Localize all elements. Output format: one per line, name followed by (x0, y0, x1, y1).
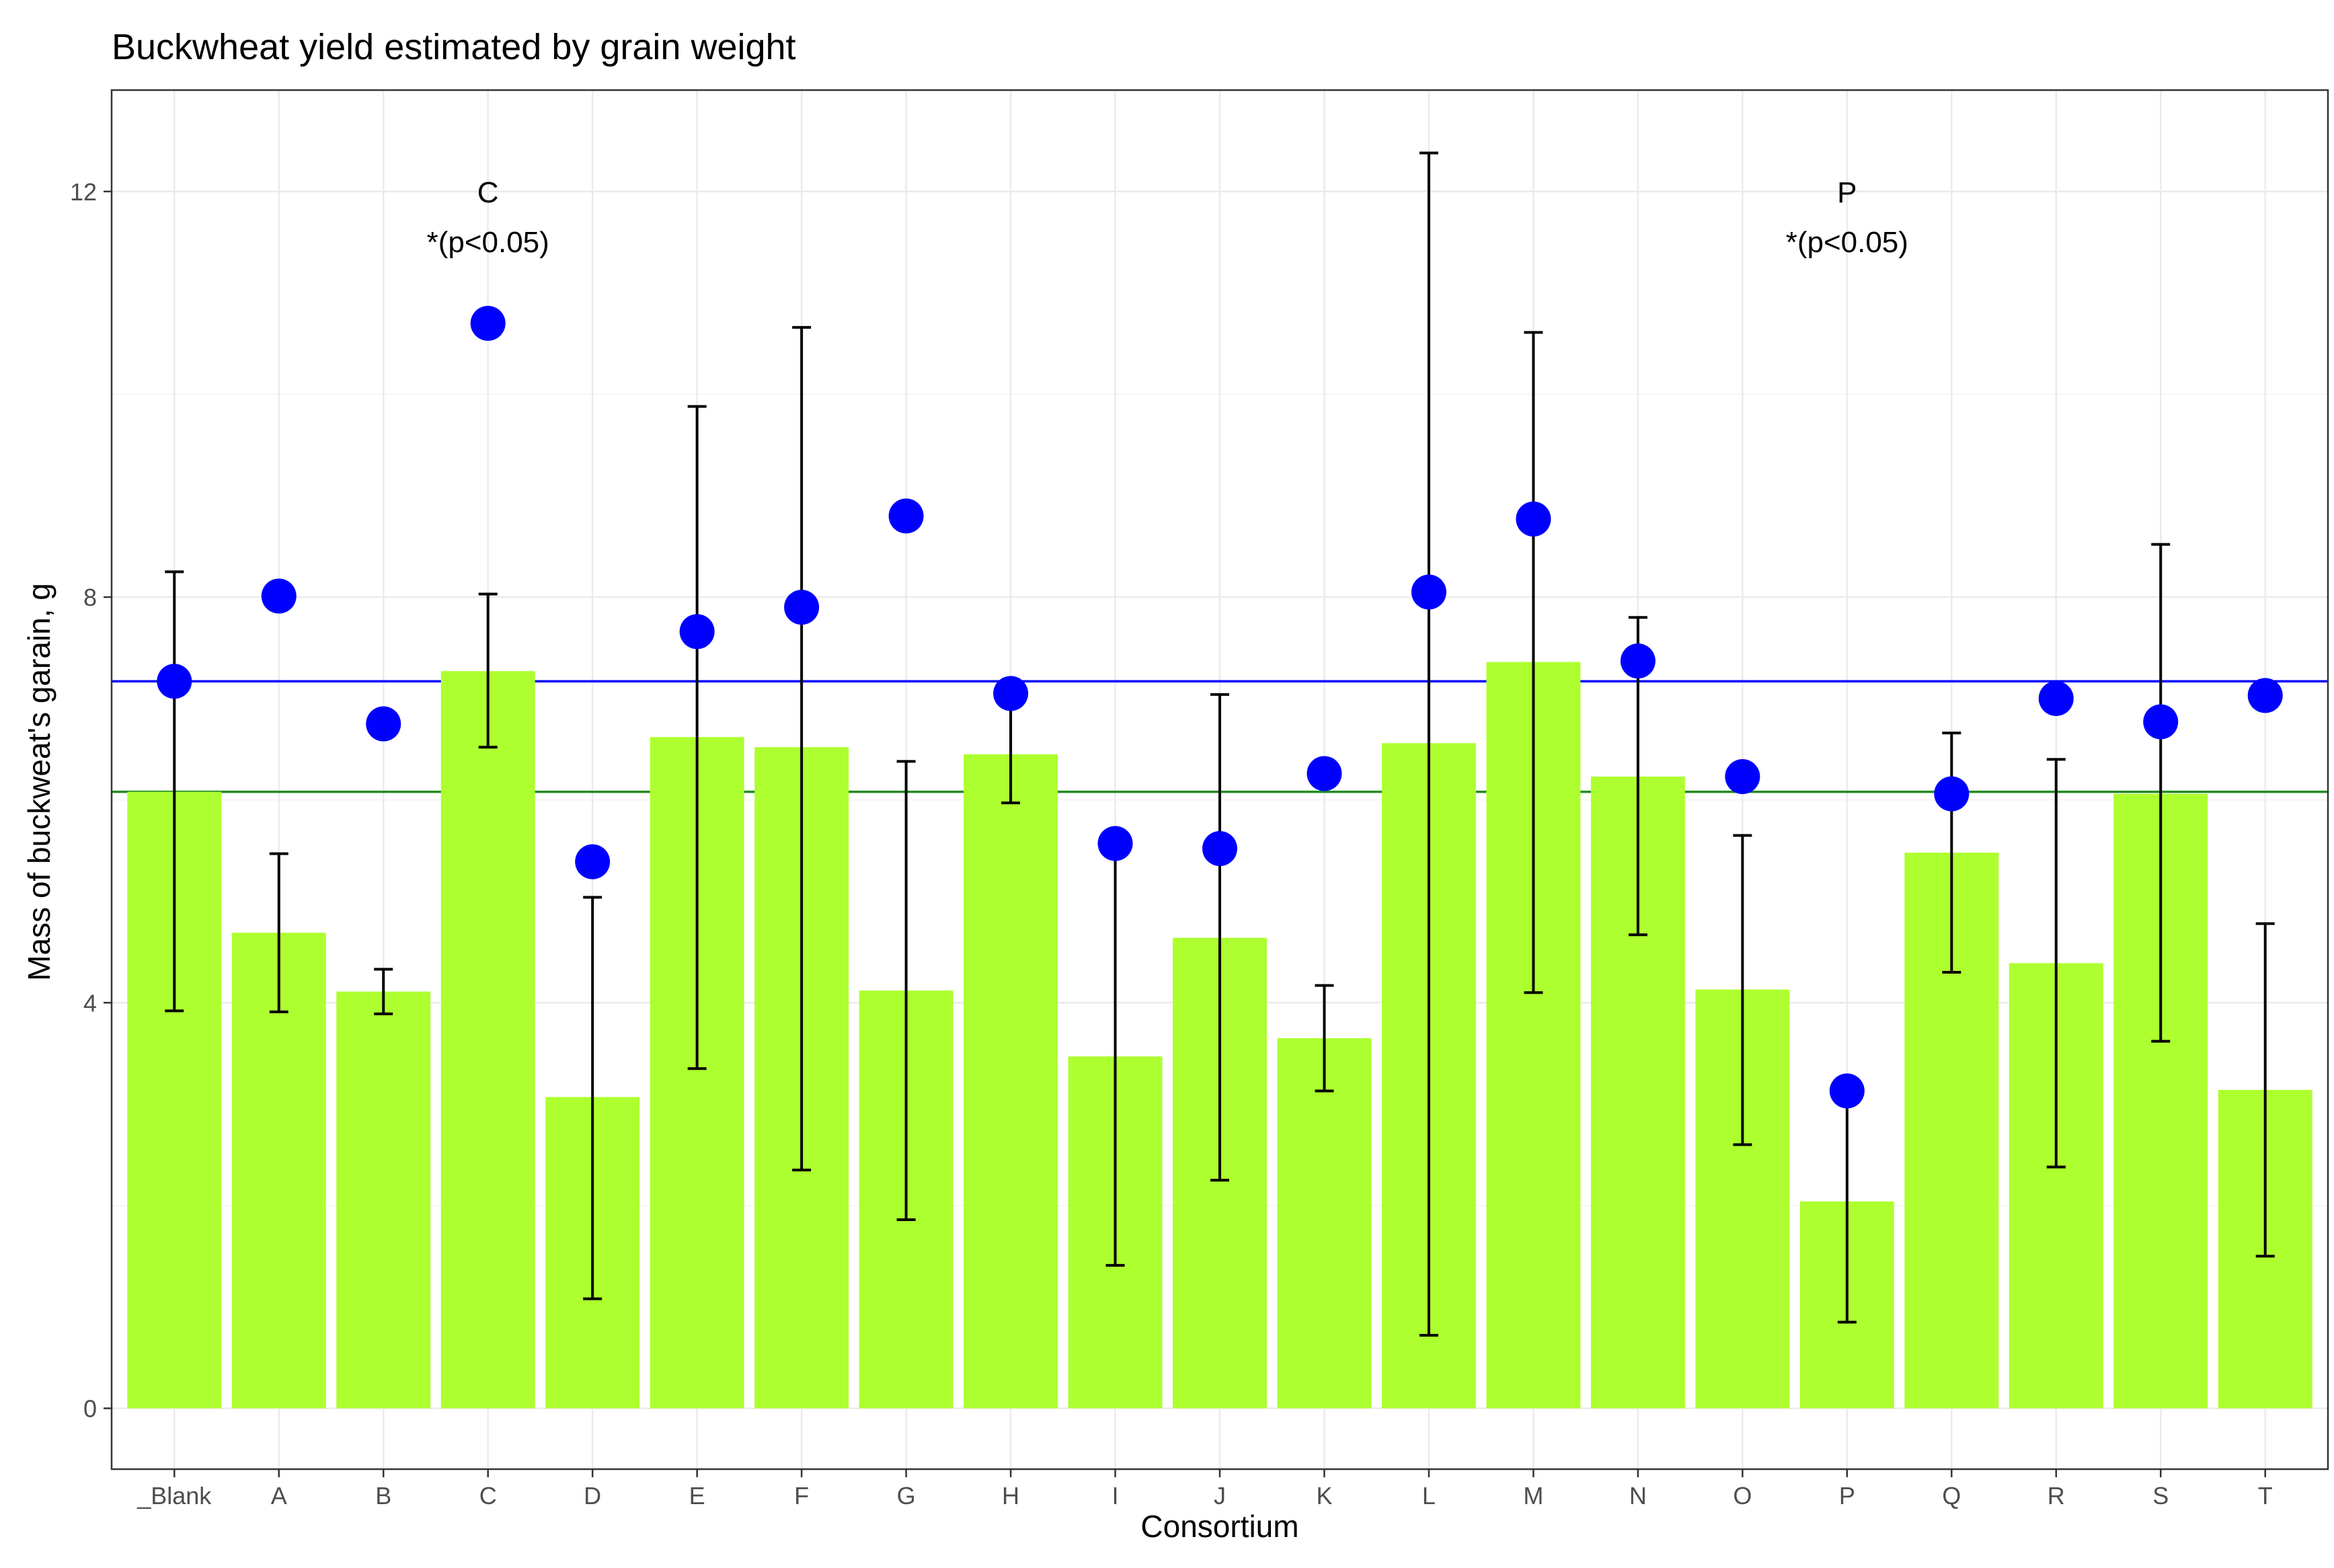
point-F (784, 590, 820, 625)
error-bar-_Blank (165, 570, 184, 1013)
point-_Blank (157, 664, 192, 699)
error-bar-F (792, 325, 812, 1172)
point-B (366, 706, 401, 742)
error-bar-E (687, 405, 707, 1070)
y-tick-label: 0 (83, 1395, 97, 1423)
point-P (1829, 1073, 1865, 1109)
x-tick-label: K (1316, 1482, 1332, 1510)
error-bar-A (269, 852, 288, 1013)
bar-C (440, 671, 535, 1409)
x-tick-label: D (584, 1482, 601, 1510)
x-tick-label: I (1112, 1482, 1119, 1510)
x-tick-label: F (794, 1482, 809, 1510)
error-bar-C (478, 592, 498, 749)
y-tick-label: 8 (83, 584, 97, 611)
x-tick-label: J (1214, 1482, 1226, 1510)
x-tick-label: O (1733, 1482, 1752, 1510)
x-tick-label: M (1523, 1482, 1543, 1510)
x-tick-label: E (689, 1482, 705, 1510)
error-bar-O (1733, 834, 1752, 1146)
error-bar-J (1210, 693, 1229, 1182)
point-J (1202, 831, 1237, 867)
error-bar-B (374, 968, 393, 1015)
point-A (261, 578, 297, 614)
point-series (157, 305, 2283, 1109)
point-L (1411, 574, 1446, 610)
annotation-significance: *(p<0.05) (1786, 226, 1908, 259)
point-I (1097, 826, 1133, 861)
point-T (2247, 678, 2283, 713)
point-C (470, 305, 506, 341)
annotation-label: C (477, 176, 499, 209)
annotation-significance: *(p<0.05) (427, 226, 549, 259)
error-bar-K (1315, 984, 1334, 1093)
point-H (993, 676, 1029, 711)
point-M (1516, 501, 1551, 537)
x-tick-label: R (2048, 1482, 2065, 1510)
point-Q (1934, 776, 1970, 812)
x-tick-label: A (271, 1482, 287, 1510)
bar-B (336, 991, 431, 1409)
error-bar-series (165, 151, 2275, 1337)
x-tick-label: P (1839, 1482, 1855, 1510)
x-tick-label: G (897, 1482, 916, 1510)
point-N (1620, 643, 1656, 679)
x-tick-label: S (2152, 1482, 2169, 1510)
point-E (679, 614, 715, 650)
x-tick-label: Q (1942, 1482, 1961, 1510)
y-tick-label: 12 (70, 178, 97, 206)
error-bar-L (1419, 151, 1438, 1337)
x-axis-title: Consortium (1140, 1509, 1298, 1544)
y-tick-label: 4 (83, 989, 97, 1017)
x-tick-label: C (479, 1482, 497, 1510)
point-R (2038, 680, 2074, 716)
significance-annotations: C *(p<0.05) P *(p<0.05) (427, 176, 1908, 259)
error-bar-S (2151, 543, 2171, 1043)
point-K (1307, 756, 1342, 791)
point-S (2143, 704, 2179, 740)
y-axis: 0 4 8 12 (70, 178, 112, 1423)
bar-H (964, 754, 1058, 1409)
x-tick-label: B (375, 1482, 391, 1510)
x-tick-label: N (1629, 1482, 1647, 1510)
error-bar-Q (1942, 732, 1961, 974)
chart-title: Buckwheat yield estimated by grain weigh… (112, 27, 796, 67)
bar-K (1277, 1038, 1372, 1409)
x-tick-label: H (1002, 1482, 1019, 1510)
point-O (1725, 758, 1760, 794)
x-tick-label: L (1422, 1482, 1436, 1510)
error-bar-G (896, 760, 916, 1222)
x-axis: _Blank A B C D E F G H I J K L M N O P Q R S T (137, 1469, 2273, 1510)
x-tick-label: _Blank (137, 1482, 212, 1510)
error-bar-R (2046, 758, 2066, 1169)
error-bar-M (1524, 331, 1543, 994)
error-bar-T (2255, 922, 2275, 1258)
error-bar-D (583, 896, 602, 1300)
y-axis-title: Mass of buckweat's garain, g (22, 583, 56, 981)
point-D (575, 844, 611, 879)
annotation-label: P (1837, 176, 1857, 209)
point-G (888, 498, 924, 534)
x-tick-label: T (2258, 1482, 2273, 1510)
